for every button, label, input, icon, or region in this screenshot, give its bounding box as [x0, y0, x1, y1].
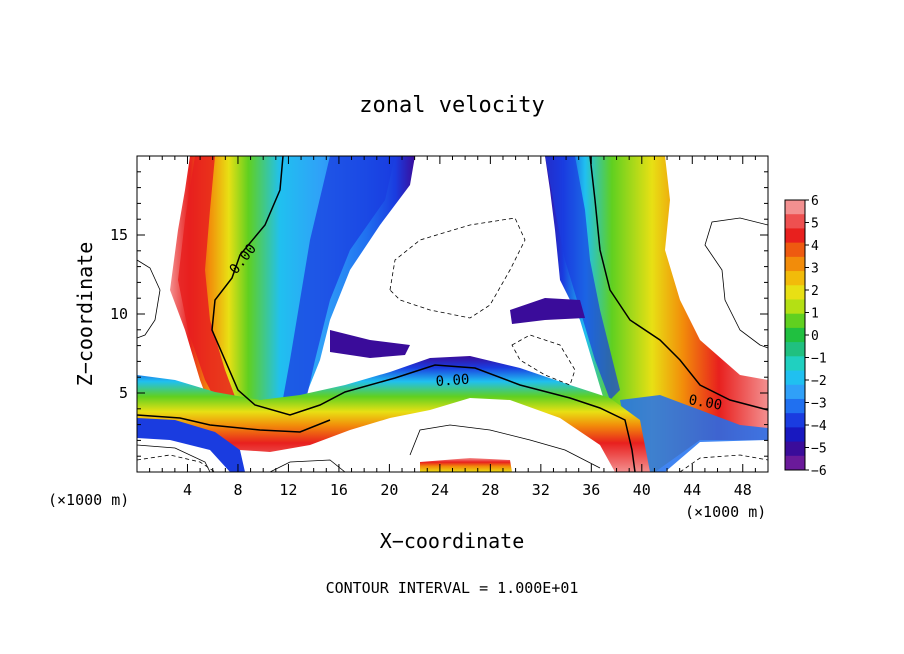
right-lower-blue [620, 395, 768, 472]
colorbar-swatch [785, 441, 805, 457]
colorbar-tick-label: 0 [811, 329, 819, 344]
bottom-warm-strip [420, 458, 512, 472]
x-tick-label: 32 [532, 481, 550, 499]
x-scale-note-right: (×1000 m) [685, 503, 766, 521]
right-jet-region [545, 156, 768, 472]
x-tick-label: 28 [481, 481, 499, 499]
x-tick-label: 24 [431, 481, 449, 499]
colorbar-swatch [785, 370, 805, 386]
contour-label-middle: 0.00 [435, 372, 470, 390]
colorbar-swatch [785, 384, 805, 400]
left-jet-core [280, 156, 395, 415]
zero-contour-lower [137, 414, 331, 433]
dashed-contour-bottom-right [679, 454, 768, 472]
colorbar-swatch [785, 271, 805, 286]
x-tick-label: 40 [633, 481, 651, 499]
colorbar-tick-label: 3 [811, 262, 819, 277]
x-tick-label: 44 [683, 481, 701, 499]
colorbar-tick-label: −6 [811, 464, 827, 479]
x-tick-label: 36 [582, 481, 600, 499]
colorbar-tick-label: 6 [811, 194, 819, 209]
colorbar-swatch [785, 256, 805, 272]
colorbar-swatch [785, 427, 805, 443]
colorbar-swatch [785, 342, 805, 357]
colorbar-tick-label: −3 [811, 397, 827, 412]
z-tick-label: 5 [119, 384, 128, 402]
colorbar-swatch [785, 242, 805, 258]
dashed-contour-upper [389, 217, 526, 319]
z-axis-title: Z−coordinate [73, 242, 97, 387]
colorbar-swatch [785, 214, 805, 229]
z-axis: 5 10 15 [110, 171, 768, 457]
x-axis: 4 8 12 16 20 24 28 32 36 40 44 48 [149, 156, 756, 499]
x-tick-label: 16 [330, 481, 348, 499]
dashed-contour-middle [511, 334, 576, 386]
left-jet-warm-edge [178, 156, 240, 418]
right-jet-blue-core [545, 156, 620, 400]
colorbar-tick-label: −2 [811, 374, 827, 389]
contour-label-right: 0.00 [687, 392, 723, 414]
thin-contour-right [704, 217, 768, 349]
colorbar-swatch [785, 313, 805, 329]
zero-contour-right [589, 156, 768, 411]
colorbar-swatch [785, 455, 805, 471]
z-tick-label: 15 [110, 226, 128, 244]
colorbar-swatch [785, 299, 805, 315]
colorbar-tick-label: −4 [811, 419, 827, 434]
x-tick-label: 12 [279, 481, 297, 499]
x-tick-label: 8 [233, 481, 242, 499]
colorbar-swatch [785, 398, 805, 414]
zero-contour-left [211, 156, 636, 472]
colorbar: 6 5 4 3 2 1 0 −1 −2 −3 −4 −5 −6 [784, 194, 827, 479]
thin-contour-bottom [409, 424, 601, 469]
colorbar-swatch [785, 413, 805, 428]
z-tick-label: 10 [110, 305, 128, 323]
x-tick-label: 48 [734, 481, 752, 499]
contour-interval-note: CONTOUR INTERVAL = 1.000E+01 [326, 579, 579, 597]
chart-title: zonal velocity [359, 93, 544, 118]
colorbar-swatch [785, 327, 805, 343]
colorbar-tick-label: 4 [811, 239, 819, 254]
colorbar-swatch [785, 356, 805, 372]
thin-contour-bottom-mid [269, 459, 346, 472]
right-jet-purple-tongue [510, 298, 585, 324]
lower-left-blue [137, 418, 245, 472]
colorbar-swatch [785, 228, 805, 244]
colorbar-tick-label: 5 [811, 217, 819, 232]
velocity-field: 0.00 0.00 0.00 [137, 156, 768, 472]
middle-tongue [330, 330, 410, 358]
x-scale-note-left: (×1000 m) [48, 491, 129, 509]
colorbar-tick-label: 1 [811, 307, 819, 322]
colorbar-tick-label: −1 [811, 352, 827, 367]
colorbar-tick-label: 2 [811, 284, 819, 299]
thin-contour-left [137, 259, 161, 339]
colorbar-swatch [785, 200, 805, 215]
colorbar-swatch [785, 285, 805, 300]
x-tick-label: 20 [380, 481, 398, 499]
colorbar-tick-label: −5 [811, 442, 827, 457]
dashed-contour-bottom-left [137, 454, 216, 472]
x-tick-label: 4 [183, 481, 192, 499]
x-axis-title: X−coordinate [380, 529, 525, 553]
